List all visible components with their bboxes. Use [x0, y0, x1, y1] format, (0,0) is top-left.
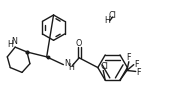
Text: Cl: Cl — [100, 62, 108, 71]
Text: H: H — [104, 16, 110, 25]
Text: O: O — [76, 39, 82, 48]
Text: N: N — [64, 59, 70, 68]
Text: F: F — [127, 53, 131, 62]
Text: H: H — [68, 63, 74, 72]
Text: H: H — [7, 40, 13, 49]
Text: F: F — [134, 60, 139, 69]
Text: Cl: Cl — [109, 11, 117, 19]
Text: F: F — [136, 68, 141, 77]
Text: N: N — [11, 37, 17, 46]
